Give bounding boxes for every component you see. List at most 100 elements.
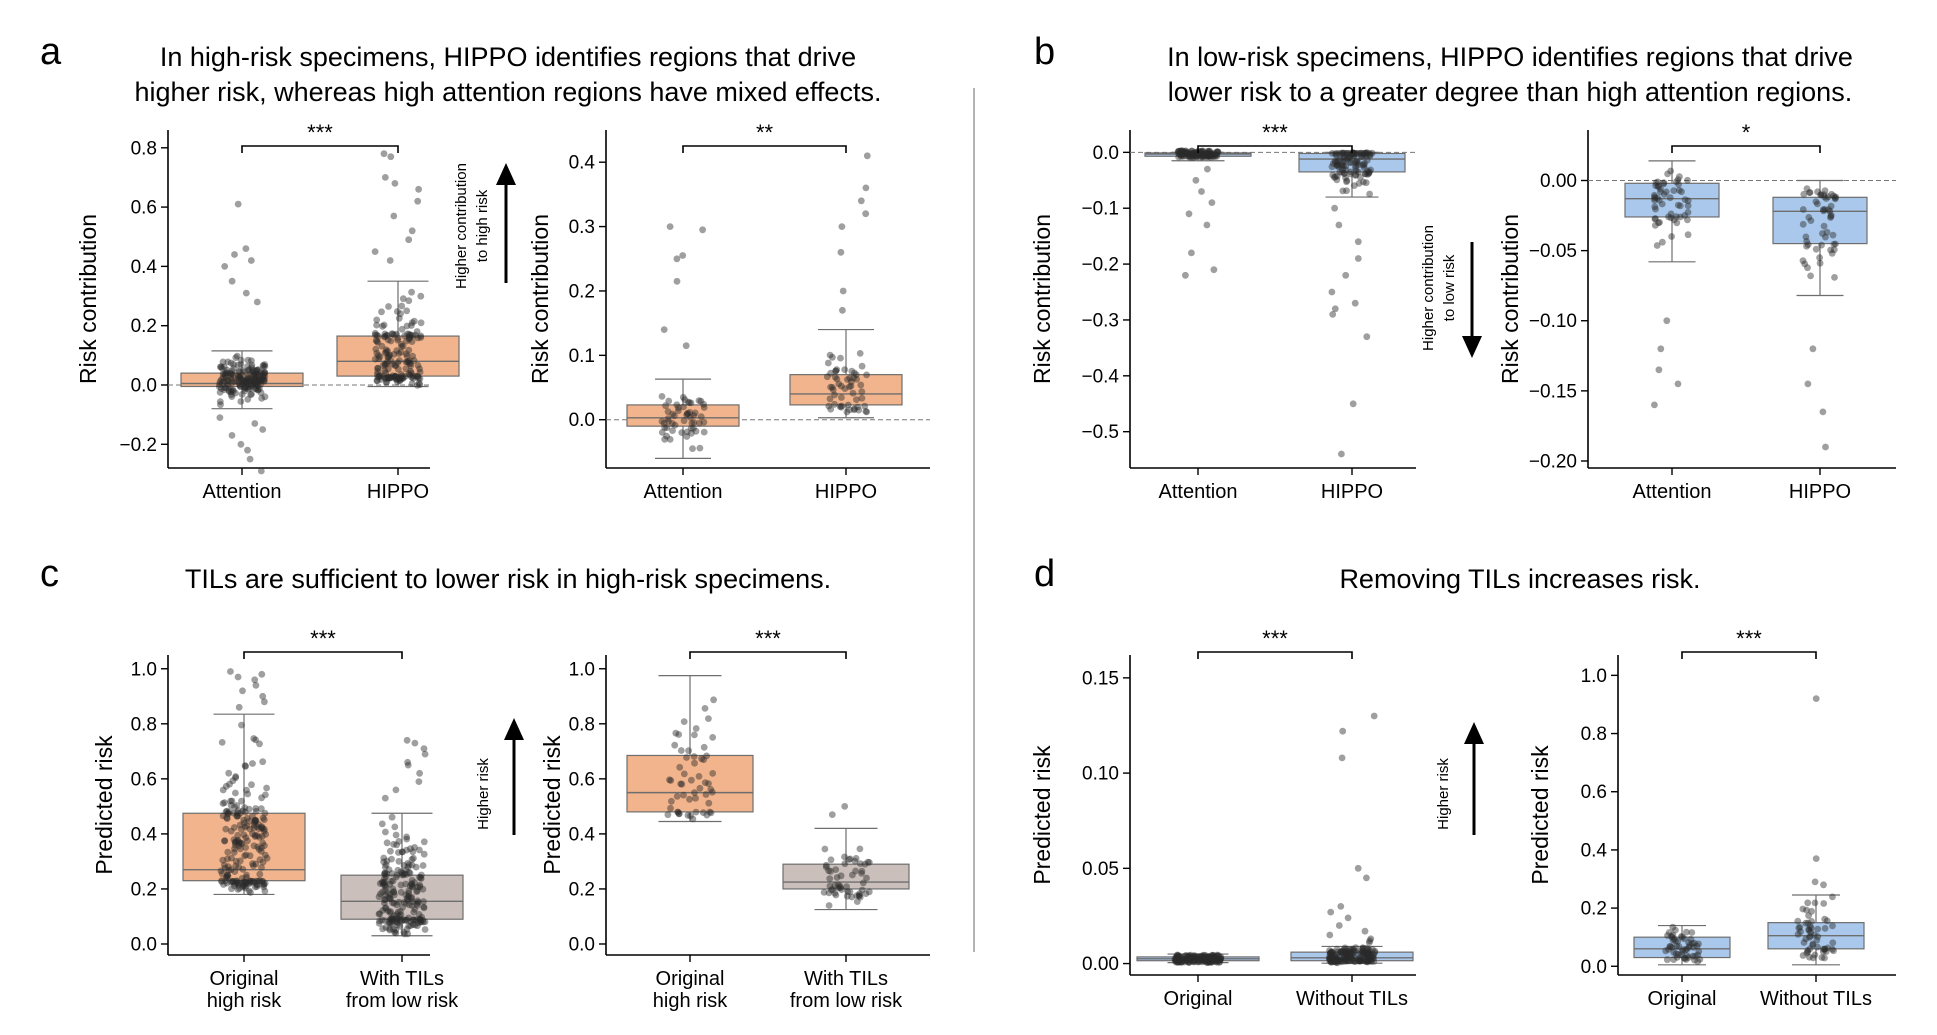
data-point [1356,957,1364,965]
data-point [851,857,859,865]
data-point [222,825,230,833]
data-point [259,370,267,377]
data-point [1369,946,1376,953]
data-point [230,849,238,856]
data-point [850,406,858,414]
data-point [1663,317,1671,325]
data-point [858,394,866,402]
data-point [1210,953,1218,961]
data-point [1335,957,1343,965]
data-point [375,919,383,927]
data-point [263,784,270,792]
data-point [1188,149,1196,157]
data-point [1365,949,1372,957]
data-point [1179,149,1187,157]
data-point [1357,954,1364,961]
y-tick-label: −0.10 [1529,311,1577,332]
data-point [851,369,858,377]
data-point [1206,150,1214,158]
data-point [419,918,427,926]
data-point [393,376,401,383]
data-point [1669,937,1677,944]
data-point [1652,205,1659,213]
data-point [846,374,854,382]
data-point [1814,933,1822,940]
data-point [399,904,406,911]
data-point [398,325,406,333]
data-point [403,322,411,330]
data-point [827,405,835,413]
data-point [217,867,225,875]
data-point [254,881,262,889]
data-point [1175,956,1182,964]
data-point [1342,166,1350,174]
significance-bracket [243,651,403,659]
data-point [224,381,232,389]
data-point [236,367,243,375]
data-point [690,412,698,419]
data-point [393,901,401,909]
data-point [407,922,415,929]
data-point [846,855,854,863]
data-point [242,834,250,841]
data-point [380,858,387,866]
data-point [228,885,235,893]
data-point [245,385,252,393]
data-point [379,322,386,330]
data-point [402,866,410,874]
data-point [409,374,417,382]
data-point [1803,242,1810,250]
data-point [1203,955,1210,963]
data-point [1805,926,1813,934]
data-point [1187,951,1195,959]
data-point [1341,953,1348,961]
data-point [222,877,230,885]
data-point [1664,932,1671,939]
data-point [1358,946,1365,954]
data-point [1182,271,1189,279]
data-point [227,391,235,398]
data-point [419,885,427,893]
data-point [1356,957,1364,965]
data-point [707,809,715,817]
data-point [385,918,393,926]
data-point [395,857,403,865]
data-point [1811,899,1819,907]
data-point [1797,928,1804,936]
data-point [395,898,403,906]
data-point [1199,956,1207,964]
data-point [1204,151,1212,158]
data-point [1821,187,1829,195]
data-point [846,383,853,391]
data-point [397,911,405,919]
data-point [1182,147,1189,155]
data-point [251,833,259,840]
data-point [1365,169,1373,177]
data-point [1326,931,1334,939]
box-group-1: Attention [1144,147,1252,503]
data-point [1201,954,1208,961]
data-point [1342,174,1349,182]
data-point [827,369,835,377]
data-point [227,878,235,886]
data-point [1653,242,1661,249]
data-point [1652,182,1660,190]
data-point [1178,147,1185,155]
data-point [223,815,231,822]
data-point [398,848,406,856]
data-point [1343,952,1351,960]
data-point [251,376,258,384]
data-point [414,373,422,380]
data-point [236,809,244,817]
data-point [1210,954,1218,962]
data-point [246,877,254,885]
data-point [403,916,411,924]
data-point [382,369,390,377]
data-point [385,353,392,361]
data-point [387,916,394,923]
data-point [1334,948,1341,956]
data-point [1333,150,1341,157]
data-point [1369,953,1377,961]
